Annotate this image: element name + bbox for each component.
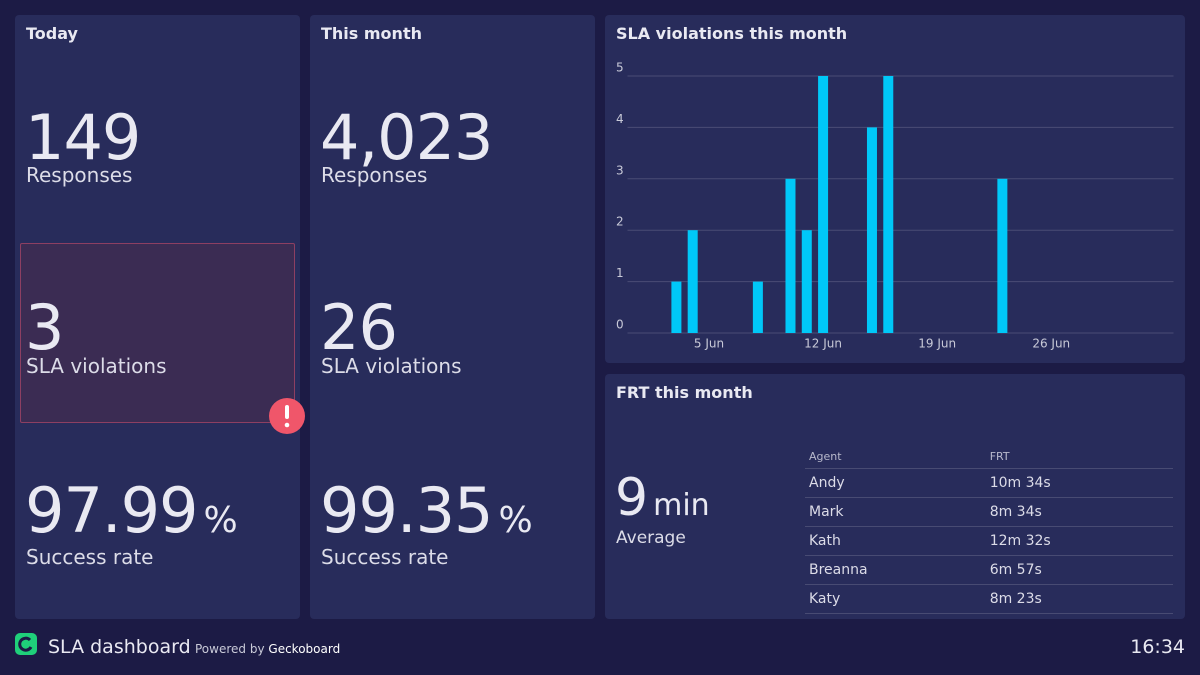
table-header: Agent FRT — [805, 444, 1173, 469]
logo — [15, 633, 37, 655]
chart: 0 1 2 3 4 5 5 Jun 12 Jun 19 Jun 26 Jun — [616, 61, 1174, 351]
success-number: 97.99 — [25, 474, 198, 547]
success-label: Success rate — [26, 545, 154, 569]
frt-label: Average — [616, 528, 686, 548]
frt-unit: min — [653, 488, 710, 523]
frt-panel: FRT this month 9 min Average Agent FRT Andy… — [605, 374, 1185, 619]
bar — [671, 281, 682, 333]
bar — [785, 178, 796, 333]
alert-icon — [269, 398, 305, 434]
header-cell: Agent — [805, 444, 986, 469]
responses-value: 149 — [25, 101, 141, 174]
x-tick-label: 26 Jun — [1032, 337, 1070, 351]
y-tick-label: 3 — [616, 163, 624, 177]
table-row: Katy 8m 23s — [805, 584, 1173, 614]
responses-value: 4,023 — [320, 101, 493, 174]
bar — [818, 76, 829, 333]
success-number: 99.35 — [320, 474, 493, 547]
bar — [752, 281, 763, 333]
month-panel: This month 4,023 Responses 26 SLA violat… — [310, 15, 595, 619]
panel-title: Today — [26, 24, 78, 43]
violations-label: SLA violations — [26, 354, 167, 378]
x-tick-label: 5 Jun — [694, 337, 724, 351]
table-cell: Breanna — [805, 555, 986, 585]
frt-average: 9 min — [615, 472, 710, 524]
table-cell: Katy — [805, 584, 986, 614]
violations-value: 26 — [320, 291, 398, 364]
table-cell: Kath — [805, 526, 986, 556]
bar — [866, 127, 877, 334]
bar — [997, 178, 1008, 333]
today-panel: Today 149 Responses 3 SLA violations 97.… — [15, 15, 305, 619]
chart-panel: SLA violations this month 0 1 2 3 4 5 5 Jun 12 … — [605, 15, 1185, 363]
header-cell: FRT — [985, 444, 1173, 469]
brand: Geckoboard — [268, 642, 341, 656]
table-row: Kath 12m 32s — [805, 526, 1173, 556]
table-cell: 6m 57s — [985, 555, 1173, 585]
y-tick-label: 2 — [616, 215, 624, 229]
y-tick-label: 5 — [616, 61, 624, 75]
table-cell: 12m 32s — [985, 526, 1173, 556]
panel-title: FRT this month — [616, 383, 753, 402]
table-row: Breanna 6m 57s — [805, 555, 1173, 585]
bar — [687, 230, 698, 333]
x-tick-label: 19 Jun — [918, 337, 956, 351]
chart-title: SLA violations this month — [616, 24, 848, 43]
y-tick-label: 0 — [616, 318, 624, 332]
y-tick-label: 4 — [616, 112, 624, 126]
footer-title: SLA dashboard — [48, 636, 191, 658]
violations-value: 3 — [25, 291, 64, 364]
success-value: 97.99% — [25, 480, 238, 542]
success-unit: % — [498, 500, 533, 541]
responses-label: Responses — [321, 163, 428, 187]
bar — [801, 230, 812, 333]
x-tick-label: 12 Jun — [804, 337, 842, 351]
table-cell: 8m 23s — [985, 584, 1173, 614]
panel-title: This month — [321, 24, 422, 43]
table-cell: Andy — [805, 468, 986, 498]
success-label: Success rate — [321, 545, 449, 569]
table-row: Andy 10m 34s — [805, 468, 1173, 498]
powered-text: Powered by — [195, 642, 265, 656]
responses-label: Responses — [26, 163, 133, 187]
table-row: Mark 8m 34s — [805, 497, 1173, 527]
violations-label: SLA violations — [321, 354, 462, 378]
powered-by: Powered by Geckoboard — [195, 642, 340, 656]
bar — [883, 76, 894, 333]
table-cell: Mark — [805, 497, 986, 527]
success-value: 99.35% — [320, 480, 533, 542]
table-cell: 10m 34s — [985, 468, 1173, 498]
clock: 16:34 — [1130, 636, 1185, 658]
footer: SLA dashboard Powered by Geckoboard 16:3… — [0, 628, 1200, 668]
frt-value: 9 — [615, 468, 648, 528]
success-unit: % — [203, 500, 238, 541]
y-tick-label: 1 — [616, 266, 624, 280]
table-cell: 8m 34s — [985, 497, 1173, 527]
agent-table: Agent FRT Andy 10m 34s Mark 8m 34s Kath 12m 32s… — [805, 444, 1173, 614]
alert-box — [20, 243, 295, 423]
